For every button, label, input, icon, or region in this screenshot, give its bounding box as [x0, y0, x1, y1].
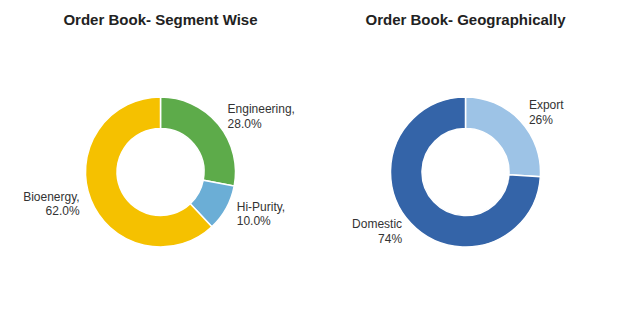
svg-text:Domestic74%: Domestic74% — [352, 217, 402, 245]
html-text:Order Book- Geographically: Order Book- Geographically — [365, 11, 566, 28]
svg-text:Hi-Purity,10.0%: Hi-Purity,10.0% — [237, 200, 285, 228]
html-text:Order Book- Segment Wise: Order Book- Segment Wise — [63, 11, 258, 28]
svg-text:Bioenergy,62.0%: Bioenergy,62.0% — [23, 190, 80, 218]
svg-text:Export26%: Export26% — [529, 98, 564, 126]
svg-text:Engineering,28.0%: Engineering,28.0% — [228, 102, 295, 130]
